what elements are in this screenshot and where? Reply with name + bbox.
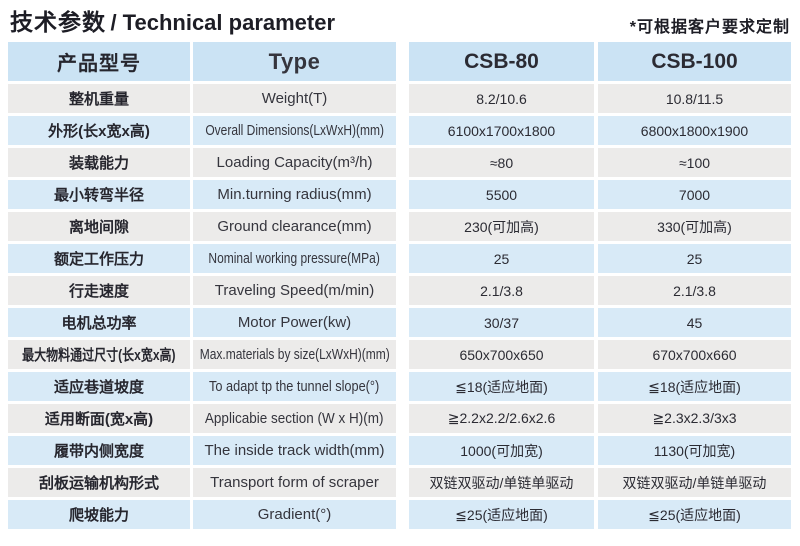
param-label-en: Applicabie section (W x H)(m) — [193, 404, 396, 433]
value-csb100: 25 — [598, 244, 791, 273]
table-row-overall-dimensions: 外形(长x宽x高) Overall Dimensions(LxWxH)(mm) … — [8, 116, 791, 145]
col-header-csb-100: CSB-100 — [598, 42, 791, 81]
param-label-en: Motor Power(kw) — [193, 308, 396, 337]
param-label-en: The inside track width(mm) — [193, 436, 396, 465]
param-label-en: Traveling Speed(m/min) — [193, 276, 396, 305]
value-csb80: 30/37 — [409, 308, 594, 337]
page-header: 技术参数 / Technical parameter *可根据客户要求定制 — [0, 0, 800, 40]
value-csb80: 25 — [409, 244, 594, 273]
page-title-en: / Technical parameter — [110, 10, 336, 35]
param-label-en: Loading Capacity(m³/h) — [193, 148, 396, 177]
param-label-cn: 履带内侧宽度 — [8, 436, 190, 465]
value-csb100: 双链双驱动/单链单驱动 — [598, 468, 791, 497]
param-label-cn: 电机总功率 — [8, 308, 190, 337]
param-label-cn: 最小转弯半径 — [8, 180, 190, 209]
table-row-scraper-transport-form: 刮板运输机构形式 Transport form of scraper 双链双驱动… — [8, 468, 791, 497]
value-csb100: ≦25(适应地面) — [598, 500, 791, 529]
value-csb80: 650x700x650 — [409, 340, 594, 369]
page-title-cn: 技术参数 — [10, 9, 106, 35]
value-csb80: 2.1/3.8 — [409, 276, 594, 305]
param-label-cn: 离地间隙 — [8, 212, 190, 241]
param-label-en: Overall Dimensions(LxWxH)(mm) — [193, 116, 396, 145]
param-label-cn: 刮板运输机构形式 — [8, 468, 190, 497]
param-label-cn: 外形(长x宽x高) — [8, 116, 190, 145]
value-csb80: ≦18(适应地面) — [409, 372, 594, 401]
value-csb100: 10.8/11.5 — [598, 84, 791, 113]
param-label-en: Weight(T) — [193, 84, 396, 113]
table-row-min-turning-radius: 最小转弯半径 Min.turning radius(mm) 5500 7000 — [8, 180, 791, 209]
param-label-cn: 整机重量 — [8, 84, 190, 113]
table-row-traveling-speed: 行走速度 Traveling Speed(m/min) 2.1/3.8 2.1/… — [8, 276, 791, 305]
table-row-nominal-working-pressure: 额定工作压力 Nominal working pressure(MPa) 25 … — [8, 244, 791, 273]
value-csb100: 2.1/3.8 — [598, 276, 791, 305]
value-csb80: ≧2.2x2.2/2.6x2.6 — [409, 404, 594, 433]
param-label-en: Min.turning radius(mm) — [193, 180, 396, 209]
table-row-tunnel-slope: 适应巷道坡度 To adapt tp the tunnel slope(°) ≦… — [8, 372, 791, 401]
table-row-inside-track-width: 履带内侧宽度 The inside track width(mm) 1000(可… — [8, 436, 791, 465]
value-csb100: 1130(可加宽) — [598, 436, 791, 465]
table-row-loading-capacity: 装载能力 Loading Capacity(m³/h) ≈80 ≈100 — [8, 148, 791, 177]
col-header-product-model: 产品型号 — [8, 42, 190, 81]
table-row-applicable-section: 适用断面(宽x高) Applicabie section (W x H)(m) … — [8, 404, 791, 433]
table-row-gradient: 爬坡能力 Gradient(°) ≦25(适应地面) ≦25(适应地面) — [8, 500, 791, 529]
param-label-cn: 行走速度 — [8, 276, 190, 305]
value-csb80: 1000(可加宽) — [409, 436, 594, 465]
value-csb100: 7000 — [598, 180, 791, 209]
value-csb100: 670x700x660 — [598, 340, 791, 369]
table-row-weight: 整机重量 Weight(T) 8.2/10.6 10.8/11.5 — [8, 84, 791, 113]
value-csb80: 230(可加高) — [409, 212, 594, 241]
param-label-cn: 装载能力 — [8, 148, 190, 177]
page-title: 技术参数 / Technical parameter — [10, 3, 335, 37]
col-header-type: Type — [193, 42, 396, 81]
value-csb100: ≈100 — [598, 148, 791, 177]
value-csb100: 45 — [598, 308, 791, 337]
param-label-cn: 额定工作压力 — [8, 244, 190, 273]
param-label-en: Ground clearance(mm) — [193, 212, 396, 241]
col-header-csb-80: CSB-80 — [409, 42, 594, 81]
value-csb100: ≦18(适应地面) — [598, 372, 791, 401]
table-row-max-material-size: 最大物料通过尺寸(长x宽x高) Max.materials by size(Lx… — [8, 340, 791, 369]
value-csb80: 双链双驱动/单链单驱动 — [409, 468, 594, 497]
value-csb80: ≦25(适应地面) — [409, 500, 594, 529]
table-header-row: 产品型号 Type CSB-80 CSB-100 — [8, 42, 791, 81]
table-row-ground-clearance: 离地间隙 Ground clearance(mm) 230(可加高) 330(可… — [8, 212, 791, 241]
param-label-cn: 最大物料通过尺寸(长x宽x高) — [8, 340, 190, 369]
param-label-en: Gradient(°) — [193, 500, 396, 529]
value-csb80: 5500 — [409, 180, 594, 209]
param-label-en: Transport form of scraper — [193, 468, 396, 497]
param-label-en: Nominal working pressure(MPa) — [193, 244, 396, 273]
value-csb80: ≈80 — [409, 148, 594, 177]
customization-note: *可根据客户要求定制 — [629, 19, 790, 36]
value-csb100: 6800x1800x1900 — [598, 116, 791, 145]
value-csb100: 330(可加高) — [598, 212, 791, 241]
param-label-en: To adapt tp the tunnel slope(°) — [193, 372, 396, 401]
param-label-cn: 爬坡能力 — [8, 500, 190, 529]
param-label-cn: 适应巷道坡度 — [8, 372, 190, 401]
spec-table: 产品型号 Type CSB-80 CSB-100 整机重量 Weight(T) … — [8, 42, 791, 532]
table-row-motor-power: 电机总功率 Motor Power(kw) 30/37 45 — [8, 308, 791, 337]
param-label-cn: 适用断面(宽x高) — [8, 404, 190, 433]
value-csb80: 6100x1700x1800 — [409, 116, 594, 145]
param-label-en: Max.materials by size(LxWxH)(mm) — [193, 340, 396, 369]
value-csb80: 8.2/10.6 — [409, 84, 594, 113]
value-csb100: ≧2.3x2.3/3x3 — [598, 404, 791, 433]
